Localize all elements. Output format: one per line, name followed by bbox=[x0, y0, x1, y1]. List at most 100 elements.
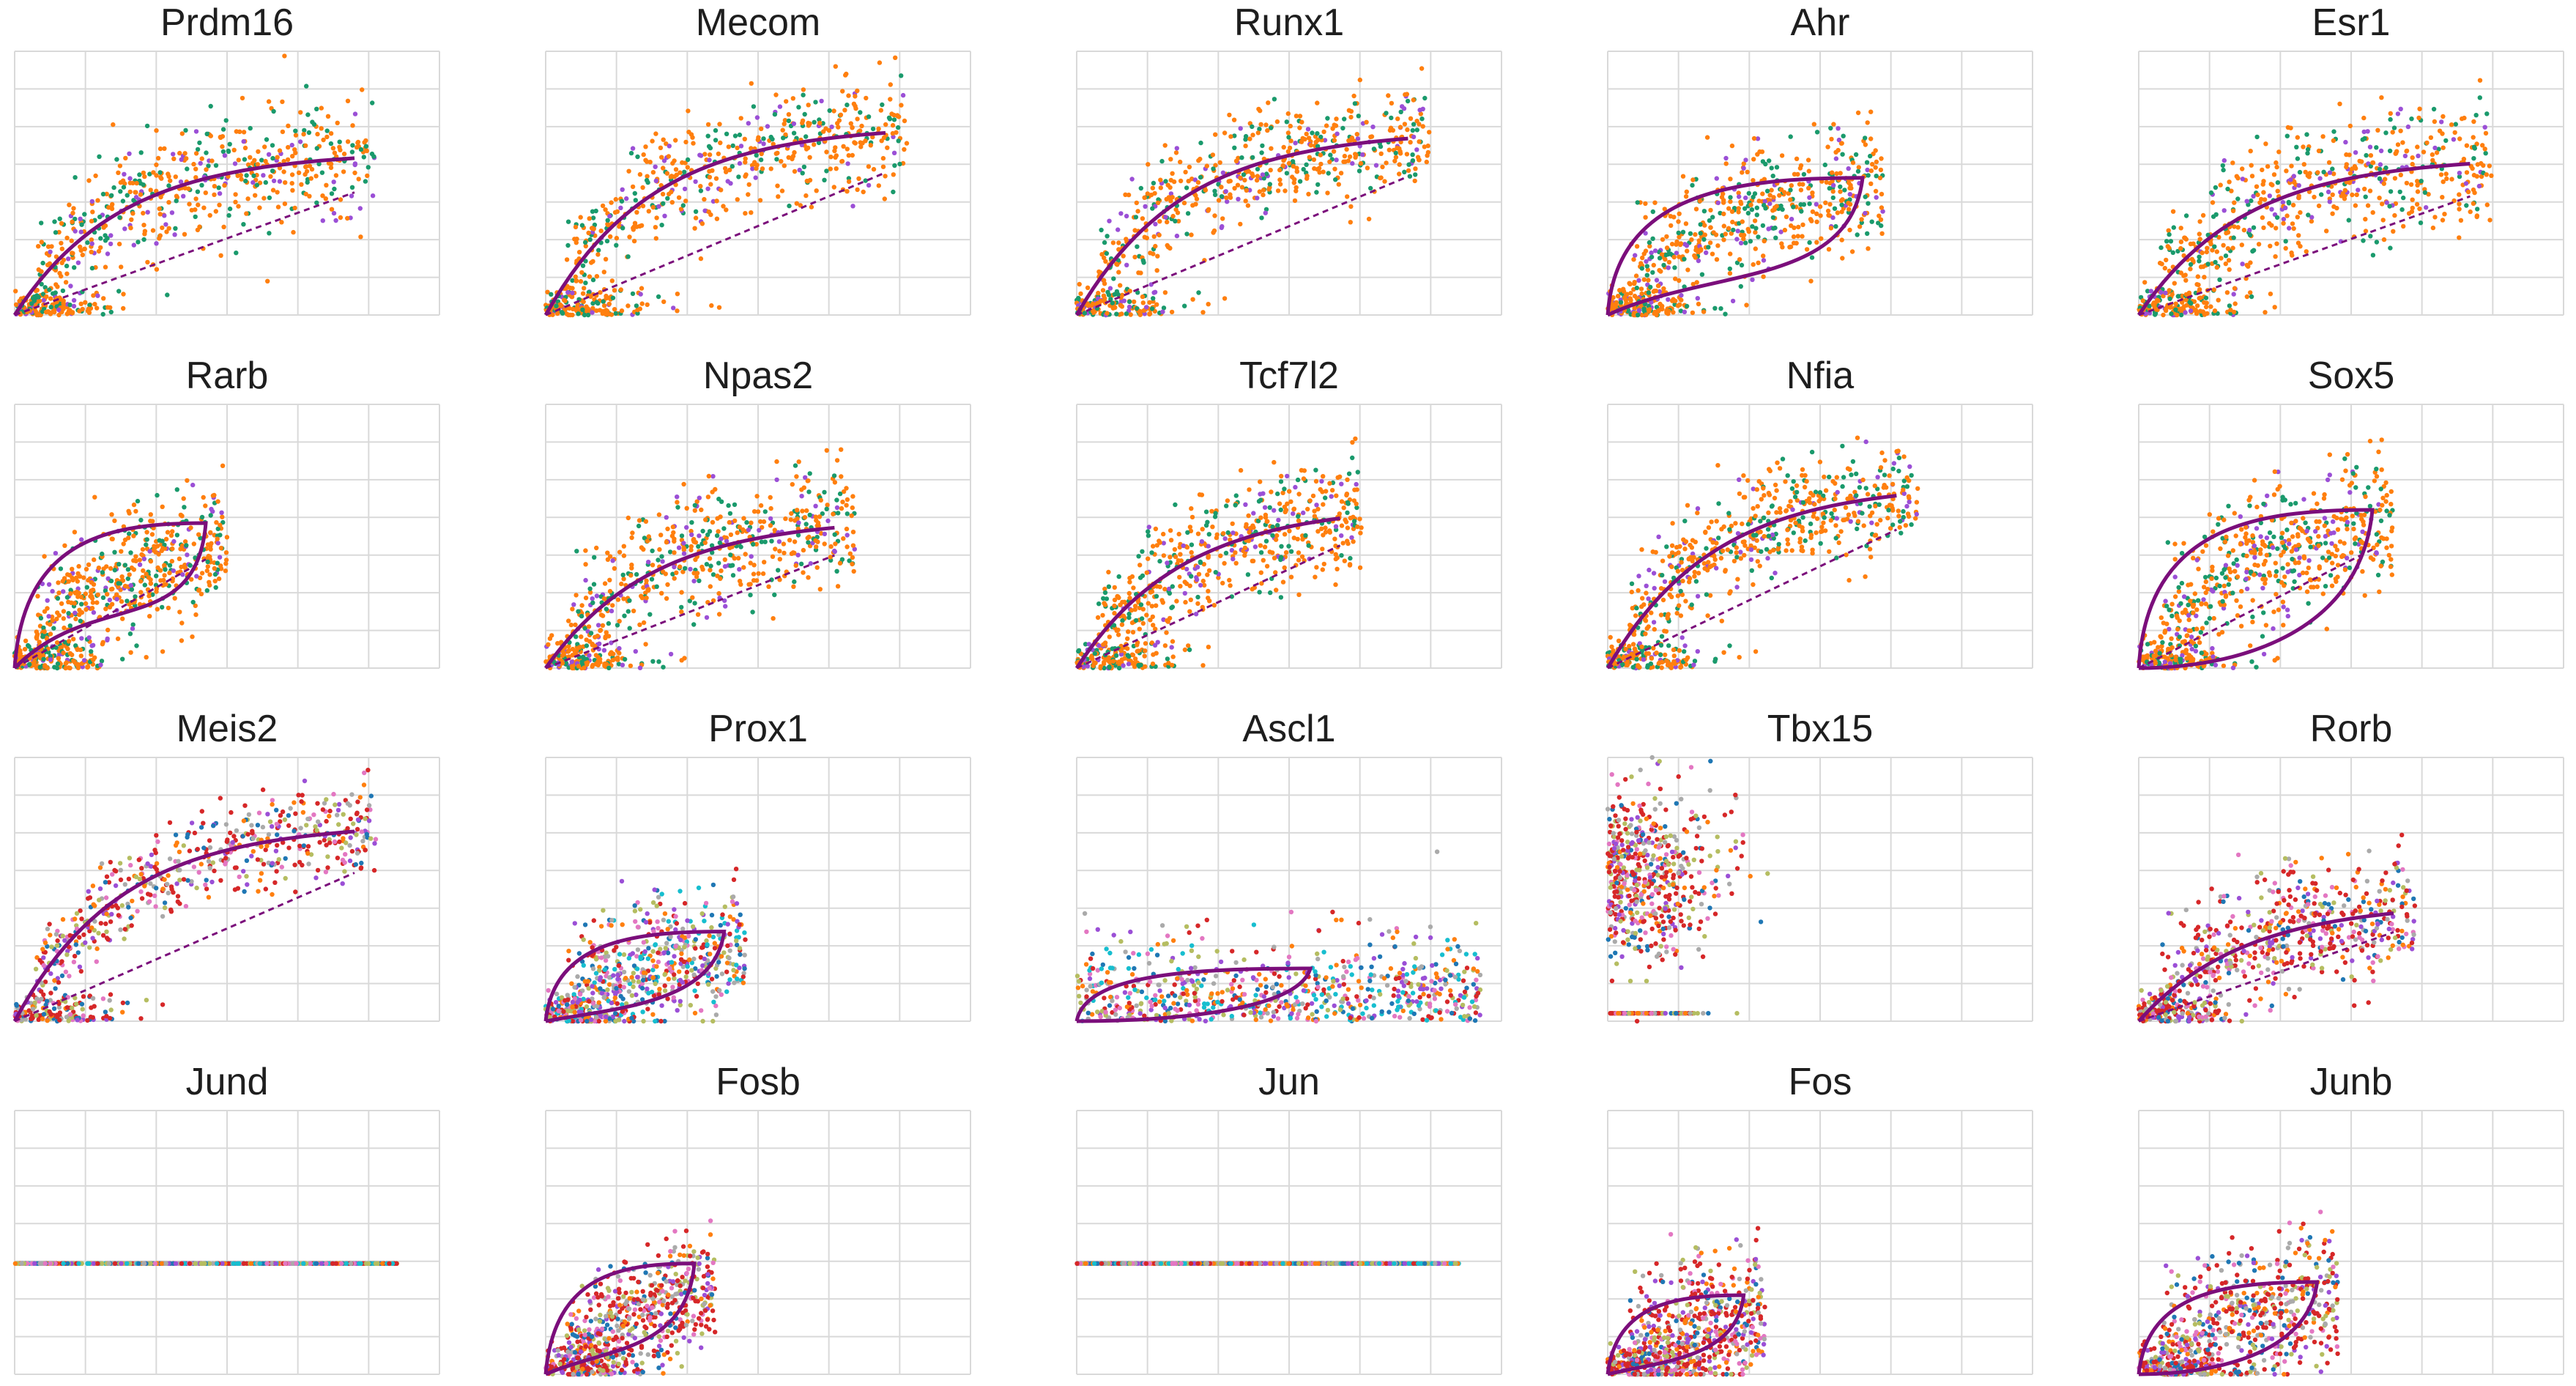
data-point bbox=[758, 158, 764, 163]
data-point bbox=[708, 145, 713, 151]
data-point bbox=[1801, 171, 1807, 177]
data-point bbox=[549, 292, 554, 297]
data-point bbox=[1233, 158, 1239, 163]
data-point bbox=[236, 158, 241, 163]
data-point bbox=[1791, 234, 1797, 240]
data-point bbox=[1407, 174, 1413, 179]
data-point bbox=[224, 535, 230, 540]
data-point bbox=[796, 105, 801, 110]
data-point bbox=[2221, 158, 2227, 163]
data-point bbox=[660, 569, 666, 574]
data-point bbox=[309, 166, 315, 172]
data-point bbox=[370, 193, 376, 199]
data-point bbox=[2379, 95, 2384, 100]
data-point bbox=[1874, 174, 1879, 179]
data-point bbox=[1411, 97, 1416, 103]
velocity-curve bbox=[543, 130, 886, 316]
data-point bbox=[834, 458, 840, 463]
data-point bbox=[817, 587, 823, 592]
data-point bbox=[2424, 140, 2430, 146]
data-point bbox=[630, 184, 636, 190]
data-point bbox=[1877, 175, 1883, 181]
data-point bbox=[1649, 254, 1655, 259]
data-point bbox=[1410, 152, 1415, 158]
data-point bbox=[609, 640, 614, 645]
data-point bbox=[1708, 207, 1713, 213]
data-point bbox=[1154, 302, 1159, 307]
data-point bbox=[1173, 150, 1179, 155]
data-point bbox=[271, 178, 277, 184]
data-point bbox=[1232, 185, 1237, 191]
data-point bbox=[46, 582, 52, 587]
data-point bbox=[2473, 113, 2479, 118]
data-point bbox=[698, 188, 704, 193]
data-point bbox=[1186, 179, 1191, 184]
data-point bbox=[1866, 246, 1871, 251]
data-point bbox=[675, 505, 680, 510]
data-point bbox=[2194, 282, 2200, 287]
data-point bbox=[827, 108, 832, 114]
data-point bbox=[215, 499, 220, 504]
data-point bbox=[2148, 289, 2153, 294]
data-point bbox=[761, 519, 767, 525]
data-point bbox=[138, 579, 144, 584]
data-point bbox=[1679, 297, 1684, 303]
data-point bbox=[641, 152, 646, 158]
data-point bbox=[120, 656, 125, 662]
data-point bbox=[119, 549, 124, 554]
data-point bbox=[2153, 312, 2158, 317]
data-point bbox=[2290, 221, 2295, 226]
data-point bbox=[1880, 209, 1885, 214]
data-point bbox=[171, 568, 176, 574]
data-point bbox=[2271, 172, 2277, 177]
data-point bbox=[2430, 158, 2435, 163]
data-point bbox=[1751, 136, 1757, 141]
data-point bbox=[67, 651, 73, 656]
data-point bbox=[2463, 181, 2469, 186]
data-point bbox=[1285, 111, 1291, 116]
data-point bbox=[1806, 185, 1811, 190]
data-point bbox=[1277, 182, 1283, 187]
data-point bbox=[61, 616, 66, 621]
data-point bbox=[2232, 301, 2238, 306]
data-point bbox=[2202, 275, 2207, 280]
data-point bbox=[1308, 143, 1313, 148]
data-point bbox=[1699, 247, 1704, 252]
data-point bbox=[727, 519, 732, 525]
data-point bbox=[603, 256, 609, 262]
data-point bbox=[2388, 116, 2393, 122]
data-point bbox=[2426, 192, 2431, 197]
data-point bbox=[1766, 226, 1771, 231]
data-point bbox=[1840, 152, 1845, 157]
data-point bbox=[609, 608, 615, 614]
data-point bbox=[692, 601, 697, 606]
data-point bbox=[2342, 188, 2347, 193]
data-point bbox=[546, 642, 551, 647]
data-point bbox=[1651, 262, 1656, 268]
data-point bbox=[1650, 270, 1655, 275]
data-point bbox=[1413, 172, 1418, 177]
data-point bbox=[2468, 209, 2473, 215]
data-point bbox=[2235, 196, 2241, 201]
data-point bbox=[166, 605, 171, 611]
data-point bbox=[883, 174, 888, 179]
data-point bbox=[1150, 206, 1155, 211]
data-point bbox=[751, 563, 757, 568]
data-point bbox=[618, 205, 623, 210]
data-point bbox=[60, 288, 66, 294]
data-point bbox=[2428, 135, 2434, 140]
data-point bbox=[59, 246, 64, 251]
data-point bbox=[1408, 140, 1413, 145]
data-point bbox=[1669, 242, 1675, 247]
data-point bbox=[2249, 174, 2255, 179]
data-point bbox=[121, 541, 126, 546]
data-point bbox=[2197, 237, 2202, 242]
data-point bbox=[574, 634, 579, 640]
data-point bbox=[1206, 208, 1211, 213]
data-point bbox=[138, 192, 144, 197]
data-point bbox=[144, 537, 149, 542]
data-point bbox=[786, 118, 792, 124]
data-point bbox=[796, 520, 801, 525]
data-point bbox=[331, 210, 337, 216]
